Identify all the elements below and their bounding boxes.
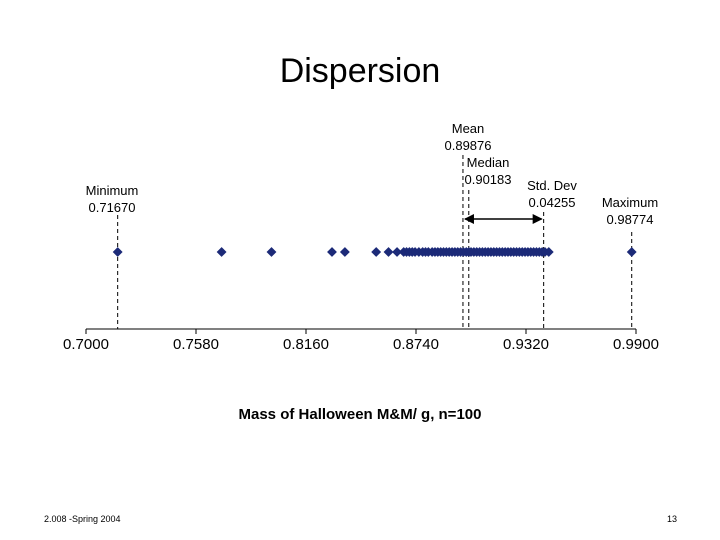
stddev-value: 0.04255 xyxy=(528,195,576,210)
footer-page-number: 13 xyxy=(666,514,677,524)
stddev-label: Std. Dev xyxy=(527,178,577,193)
x-tick-label: 0.7580 xyxy=(173,336,219,353)
x-tick-label: 0.7000 xyxy=(63,336,109,353)
median-annotation: Median 0.90183 xyxy=(450,154,526,188)
mean-annotation: Mean 0.89876 xyxy=(430,120,506,154)
maximum-value: 0.98774 xyxy=(606,212,654,227)
data-point xyxy=(339,247,350,257)
x-tick-label: 0.8160 xyxy=(283,336,329,353)
mean-value: 0.89876 xyxy=(444,138,492,153)
data-point xyxy=(371,247,382,257)
mean-label: Mean xyxy=(451,121,485,136)
median-label: Median xyxy=(466,155,510,170)
footer-course: 2.008 -Spring 2004 xyxy=(44,514,121,524)
minimum-label: Minimum xyxy=(85,183,139,198)
x-tick-label: 0.9900 xyxy=(613,336,659,353)
maximum-label: Maximum xyxy=(601,195,659,210)
median-value: 0.90183 xyxy=(464,172,512,187)
data-point xyxy=(112,247,123,257)
x-tick-label: 0.9320 xyxy=(503,336,549,353)
data-point xyxy=(327,247,337,257)
minimum-annotation: Minimum 0.71670 xyxy=(74,182,150,216)
maximum-annotation: Maximum 0.98774 xyxy=(592,194,668,228)
x-tick-label: 0.8740 xyxy=(393,336,439,353)
data-point xyxy=(266,247,277,257)
data-point xyxy=(383,247,394,257)
minimum-value: 0.71670 xyxy=(88,200,136,215)
x-axis-label: Mass of Halloween M&M/ g, n=100 xyxy=(238,406,482,423)
data-point xyxy=(392,247,402,257)
chart-title: Dispersion xyxy=(279,52,441,90)
data-point xyxy=(216,247,227,257)
data-point xyxy=(543,247,554,257)
data-point xyxy=(626,247,637,257)
stddev-annotation: Std. Dev 0.04255 xyxy=(514,177,590,211)
